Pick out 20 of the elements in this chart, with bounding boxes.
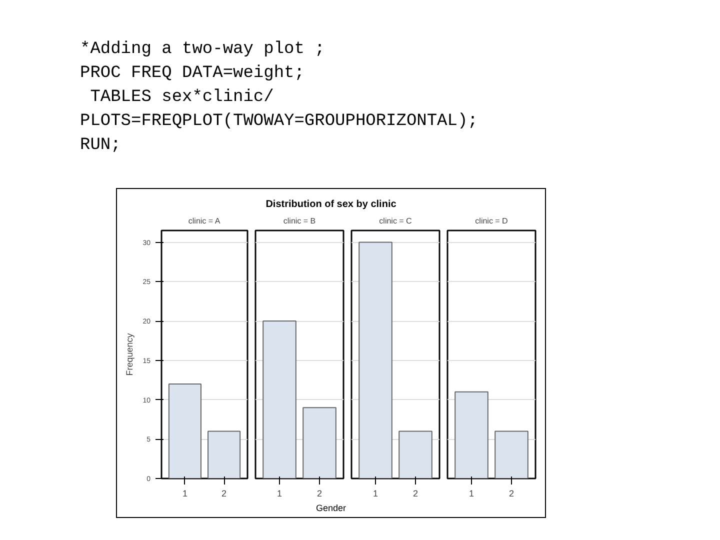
- x-tick-label: 2: [222, 488, 227, 498]
- x-tick-label: 1: [372, 488, 378, 498]
- x-tick-label: 1: [276, 488, 282, 498]
- text: PLOTS=FREQPLOT(TWOWAY=GROUPHORIZONTAL);: [80, 112, 478, 131]
- chart-subtitle: clinic = A: [188, 216, 221, 226]
- x-tick-label: 2: [508, 488, 514, 498]
- chart-subtitle: clinic = B: [283, 216, 316, 226]
- x-tick-label: 1: [182, 488, 188, 498]
- chart-title: Distribution of sex by clinic: [264, 198, 398, 212]
- text: PROC FREQ DATA=weight;: [80, 64, 304, 83]
- text: RUN;: [80, 136, 121, 155]
- x-tick-label: 2: [412, 488, 418, 498]
- x-tick-label: 1: [468, 488, 474, 498]
- chart-subtitle: clinic = D: [475, 216, 508, 226]
- text: TABLES sex*clinic/: [90, 88, 274, 107]
- y-axis-title: Frequency: [124, 332, 135, 376]
- x-axis-title: Gender: [314, 502, 348, 515]
- x-tick-label: 2: [316, 488, 322, 498]
- chart-subtitle: clinic = C: [379, 216, 412, 226]
- text: *Adding a two-way plot ;: [80, 40, 325, 59]
